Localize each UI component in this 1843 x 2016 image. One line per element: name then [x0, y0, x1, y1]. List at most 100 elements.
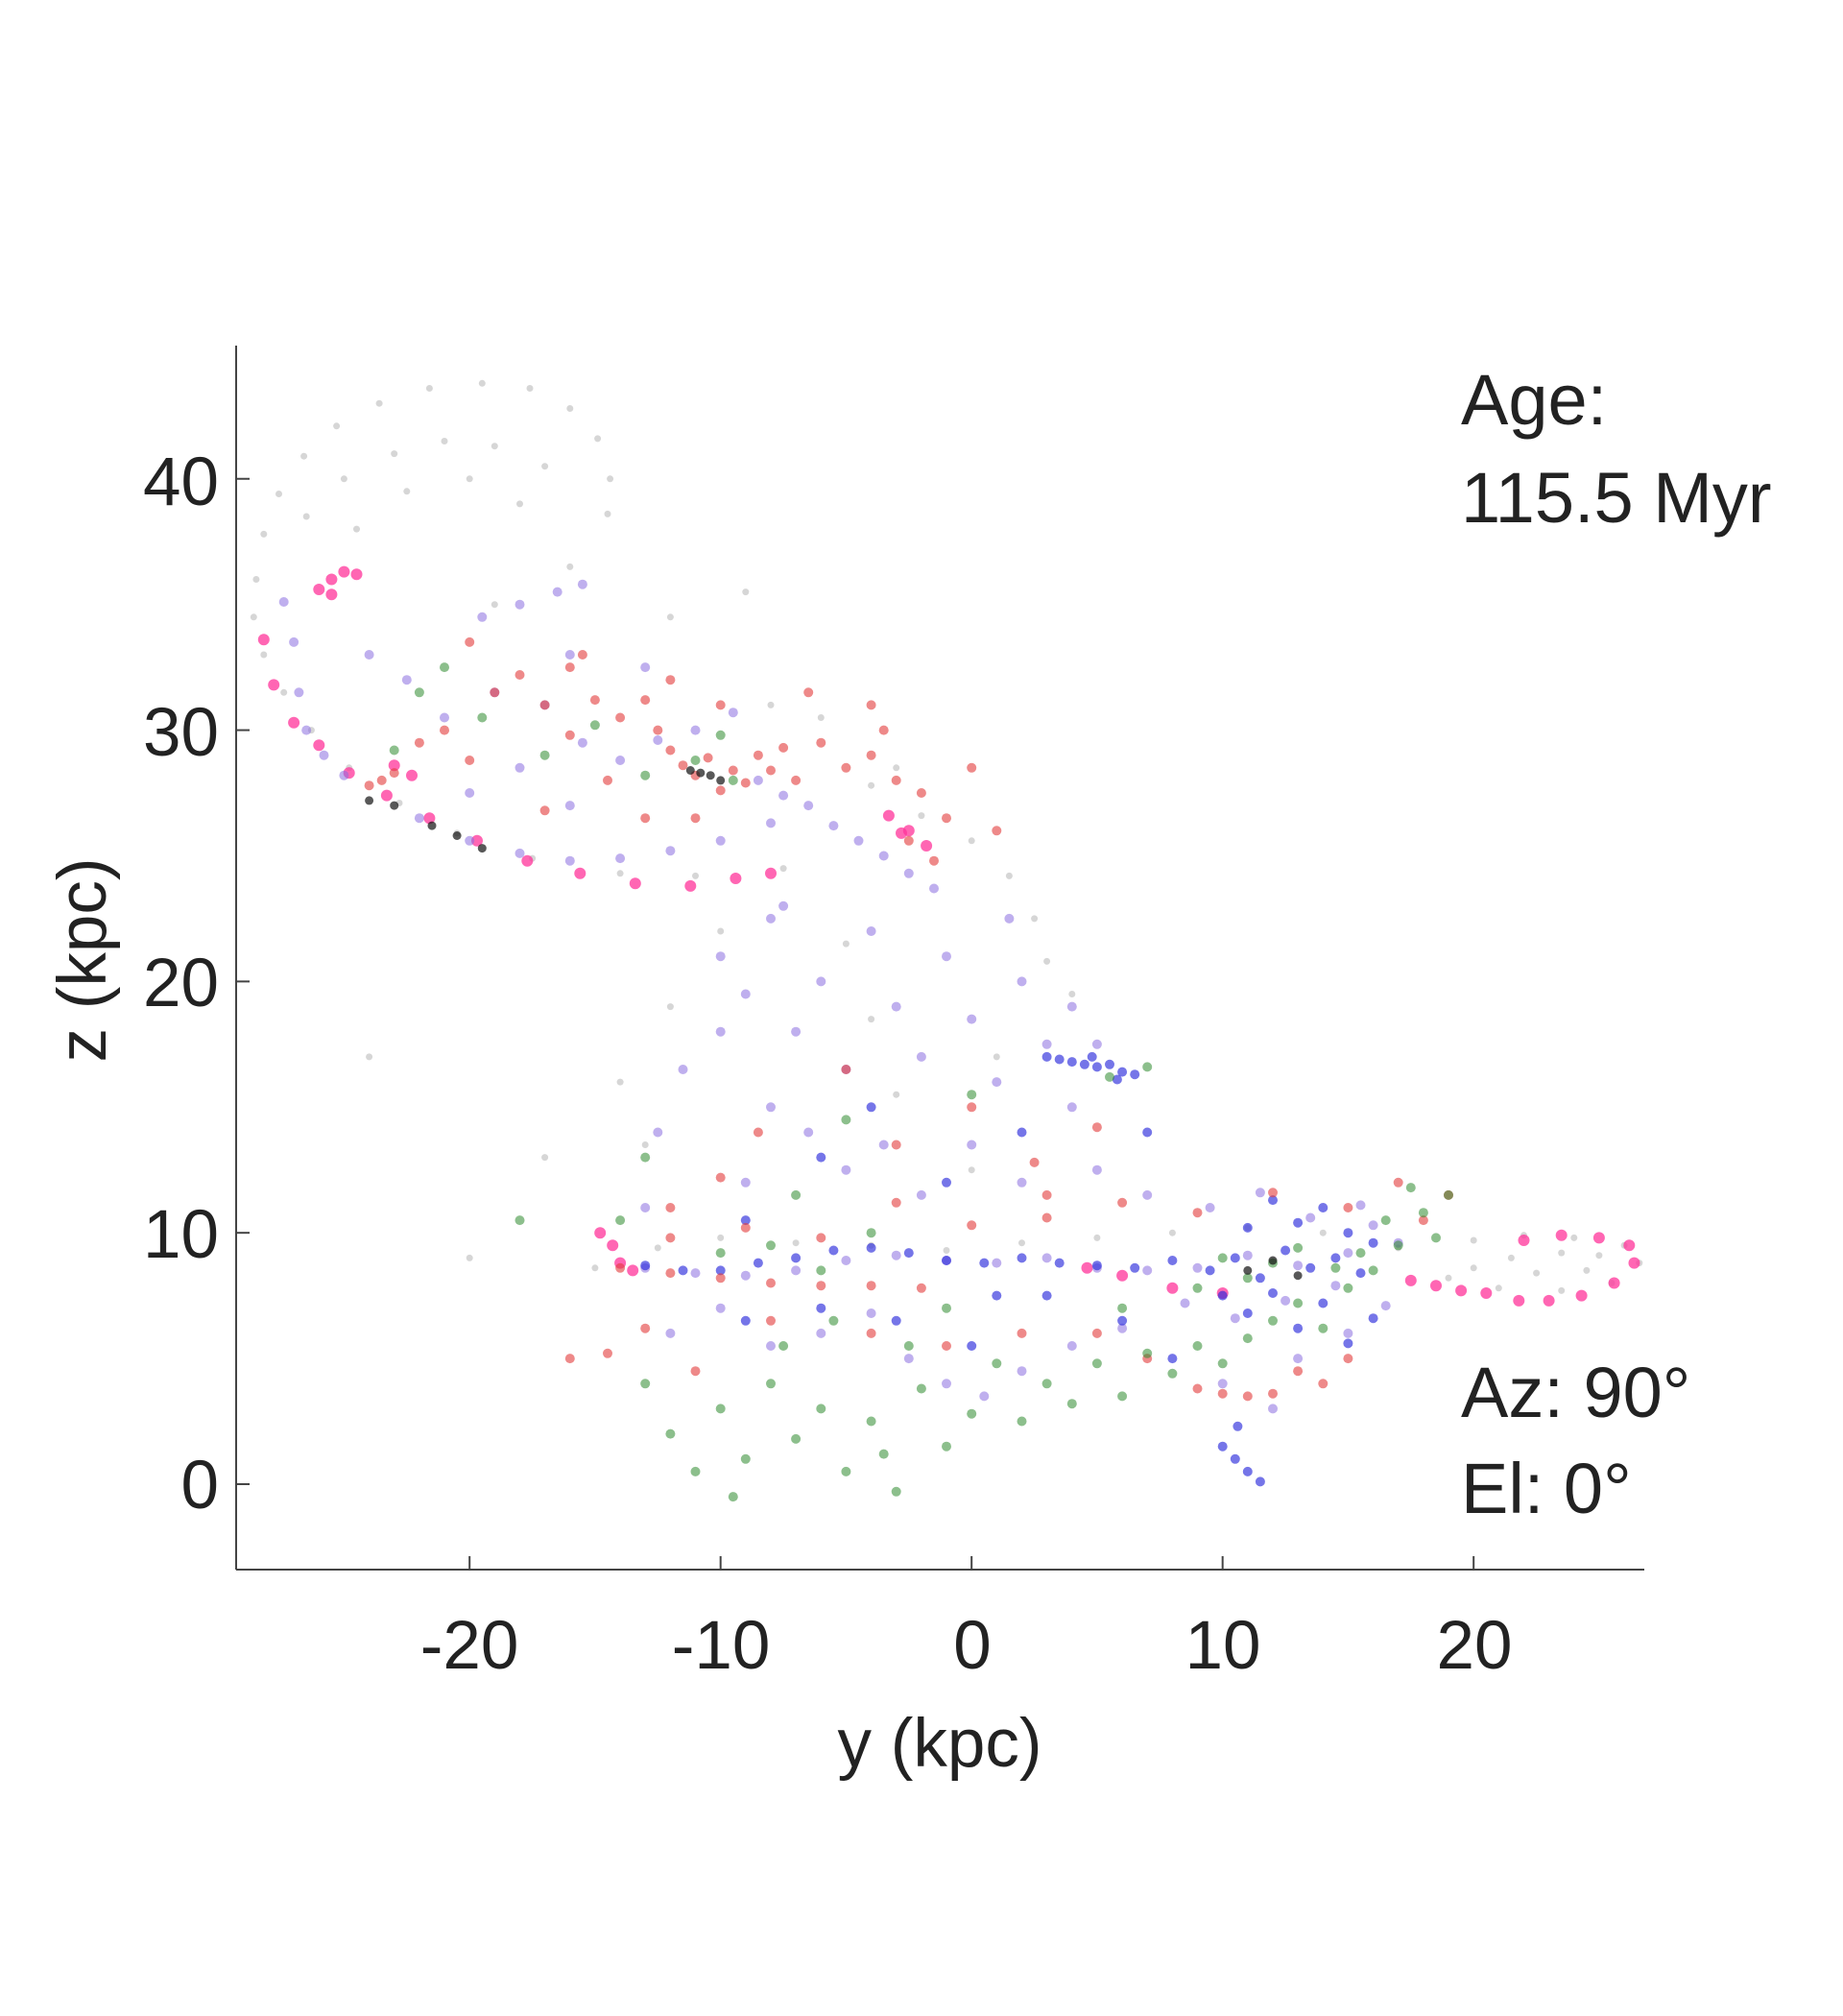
data-point-red [665, 1233, 676, 1243]
data-point-purple [278, 597, 289, 607]
data-point-magenta [1628, 1257, 1640, 1269]
data-point-blue [992, 1290, 1002, 1301]
data-point-black [706, 771, 715, 780]
data-point-blue [1054, 1054, 1065, 1065]
data-point-green [841, 1115, 851, 1125]
data-point-green [1293, 1298, 1304, 1308]
azimuth-label: Az: 90° [1461, 1353, 1690, 1432]
data-point-magenta [313, 584, 325, 595]
data-point-blue [903, 1248, 914, 1259]
data-point-blue [1117, 1315, 1128, 1326]
data-point-gray [1018, 1239, 1025, 1247]
data-point-purple [690, 725, 701, 735]
data-point-green [715, 1404, 726, 1414]
data-point-green [515, 1215, 525, 1226]
data-point-gray [260, 651, 268, 659]
data-point-purple [1293, 1354, 1304, 1364]
data-point-purple [477, 612, 488, 622]
data-point-red [1293, 1366, 1304, 1377]
data-point-gray [616, 1078, 624, 1086]
data-point-green [791, 1433, 802, 1444]
data-point-gray [478, 379, 486, 387]
data-point-red [942, 813, 951, 824]
data-point-gray [1319, 1229, 1327, 1236]
data-point-green [1117, 1303, 1128, 1313]
data-point-blue [1205, 1265, 1215, 1276]
data-point-green [1330, 1262, 1341, 1273]
data-point-gray [1445, 1274, 1452, 1282]
data-point-purple [791, 1265, 802, 1276]
data-point-gray [842, 940, 850, 948]
data-point-gray [1005, 872, 1013, 879]
data-point-gray [366, 1053, 373, 1061]
data-point-magenta [1543, 1294, 1555, 1307]
data-point-red [916, 1283, 926, 1293]
data-point-purple [1217, 1379, 1228, 1389]
data-point-magenta [1480, 1287, 1493, 1299]
data-point-green [1192, 1283, 1203, 1293]
data-point-gray [275, 491, 282, 497]
data-point-red [816, 1281, 826, 1291]
data-point-green [967, 1408, 977, 1419]
data-point-purple [465, 835, 475, 846]
data-point-purple [577, 737, 587, 748]
data-point-magenta [350, 568, 363, 581]
data-point-blue [1233, 1421, 1243, 1431]
data-point-blue [1017, 1253, 1027, 1263]
data-point-green [828, 1315, 839, 1326]
data-point-gray [779, 865, 787, 873]
y-tick-label: 20 [143, 946, 219, 1021]
data-point-magenta [471, 834, 483, 847]
data-point-red [640, 813, 651, 824]
data-point-gray [250, 613, 257, 621]
data-point-red [577, 650, 587, 660]
data-point-magenta [882, 809, 895, 822]
data-point-green [715, 1248, 726, 1259]
data-point-gray [742, 588, 750, 596]
data-point-red [1268, 1388, 1278, 1399]
data-point-red [515, 670, 525, 680]
data-point-purple [740, 1177, 751, 1188]
data-point-gray [943, 1247, 950, 1254]
data-point-green [589, 720, 600, 731]
data-point-gray [868, 1016, 875, 1023]
data-point-blue [1242, 1308, 1253, 1318]
data-point-magenta [1116, 1269, 1129, 1282]
data-point-red [967, 762, 977, 773]
data-point-gray [1093, 1234, 1101, 1241]
data-point-red [465, 636, 475, 647]
data-point-blue [1318, 1203, 1328, 1212]
data-point-red [866, 1281, 876, 1291]
data-point-red [678, 760, 688, 771]
data-point-red [715, 785, 726, 796]
data-point-magenta [388, 759, 400, 772]
data-point-red [866, 1328, 876, 1338]
data-point-purple [615, 853, 626, 864]
data-point-blue [1105, 1059, 1114, 1069]
data-point-red [564, 662, 575, 673]
data-point-red [539, 700, 550, 710]
data-point-purple [1180, 1298, 1190, 1308]
data-point-purple [1066, 1001, 1077, 1012]
data-point-red [903, 835, 914, 846]
data-point-green [1167, 1368, 1178, 1379]
data-point-purple [465, 788, 475, 798]
data-point-red [1393, 1177, 1403, 1188]
data-point-red [389, 768, 399, 779]
data-point-blue [1041, 1051, 1052, 1062]
data-point-green [1418, 1208, 1428, 1218]
data-point-gray [1068, 991, 1076, 997]
data-point-green [1355, 1248, 1366, 1259]
data-point-blue [1293, 1323, 1304, 1333]
data-point-purple [1380, 1301, 1391, 1311]
data-point-red [728, 765, 738, 776]
data-point-green [766, 1379, 776, 1389]
data-point-purple [339, 770, 349, 780]
data-point-blue [1293, 1217, 1304, 1228]
data-point-blue [640, 1260, 651, 1271]
data-point-purple [816, 976, 826, 987]
data-point-green [891, 1486, 901, 1497]
data-point-green [1091, 1358, 1102, 1369]
data-point-green [728, 775, 738, 785]
data-point-purple [1066, 1102, 1077, 1113]
